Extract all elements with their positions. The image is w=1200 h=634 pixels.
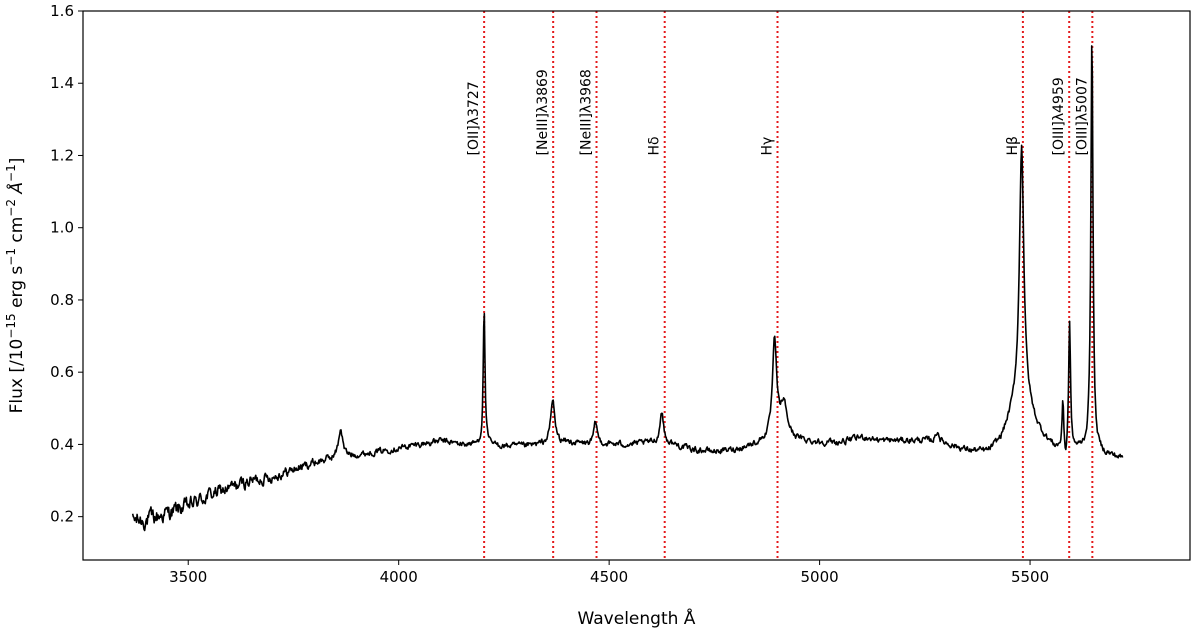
y-tick-label: 1.4 [50,74,74,92]
y-tick-label: 1.2 [50,146,74,164]
emission-line-label: [NeIII]λ3869 [535,69,551,155]
spectrum-line [131,45,1124,532]
emission-line-label: [OII]λ3727 [466,81,482,155]
y-axis-label: Flux [/10−15 erg s−1 cm−2 Å−1] [4,158,27,414]
y-axis-ticks: 0.2 0.4 0.6 0.8 1.0 1.2 1.4 1.6 [50,2,83,526]
emission-line-label: [OIII]λ5007 [1074,77,1090,155]
y-tick-label: 0.2 [50,508,74,526]
x-tick-label: 5000 [801,568,839,586]
emission-line-label: [OIII]λ4959 [1051,77,1067,155]
y-tick-label: 1.6 [50,2,74,20]
emission-line-label: [NeIII]λ3968 [579,69,595,155]
emission-line-label: Hβ [1005,136,1021,155]
emission-line-label: Hγ [760,137,776,156]
emission-line-labels: [OII]λ3727 [NeIII]λ3869 [NeIII]λ3968 Hδ Hγ Hβ… [466,69,1090,155]
x-tick-label: 4000 [380,568,418,586]
y-tick-label: 1.0 [50,219,74,237]
plot-frame [82,10,1191,561]
y-tick-label: 0.4 [50,435,74,453]
x-tick-label: 5500 [1011,568,1049,586]
x-tick-label: 4500 [590,568,628,586]
emission-line-label: Hδ [647,136,663,155]
x-axis-label: Wavelength Å [578,607,696,629]
y-tick-label: 0.8 [50,291,74,309]
y-tick-label: 0.6 [50,363,74,381]
x-axis-ticks: 3500 4000 4500 5000 5500 [169,560,1049,586]
x-tick-label: 3500 [169,568,207,586]
